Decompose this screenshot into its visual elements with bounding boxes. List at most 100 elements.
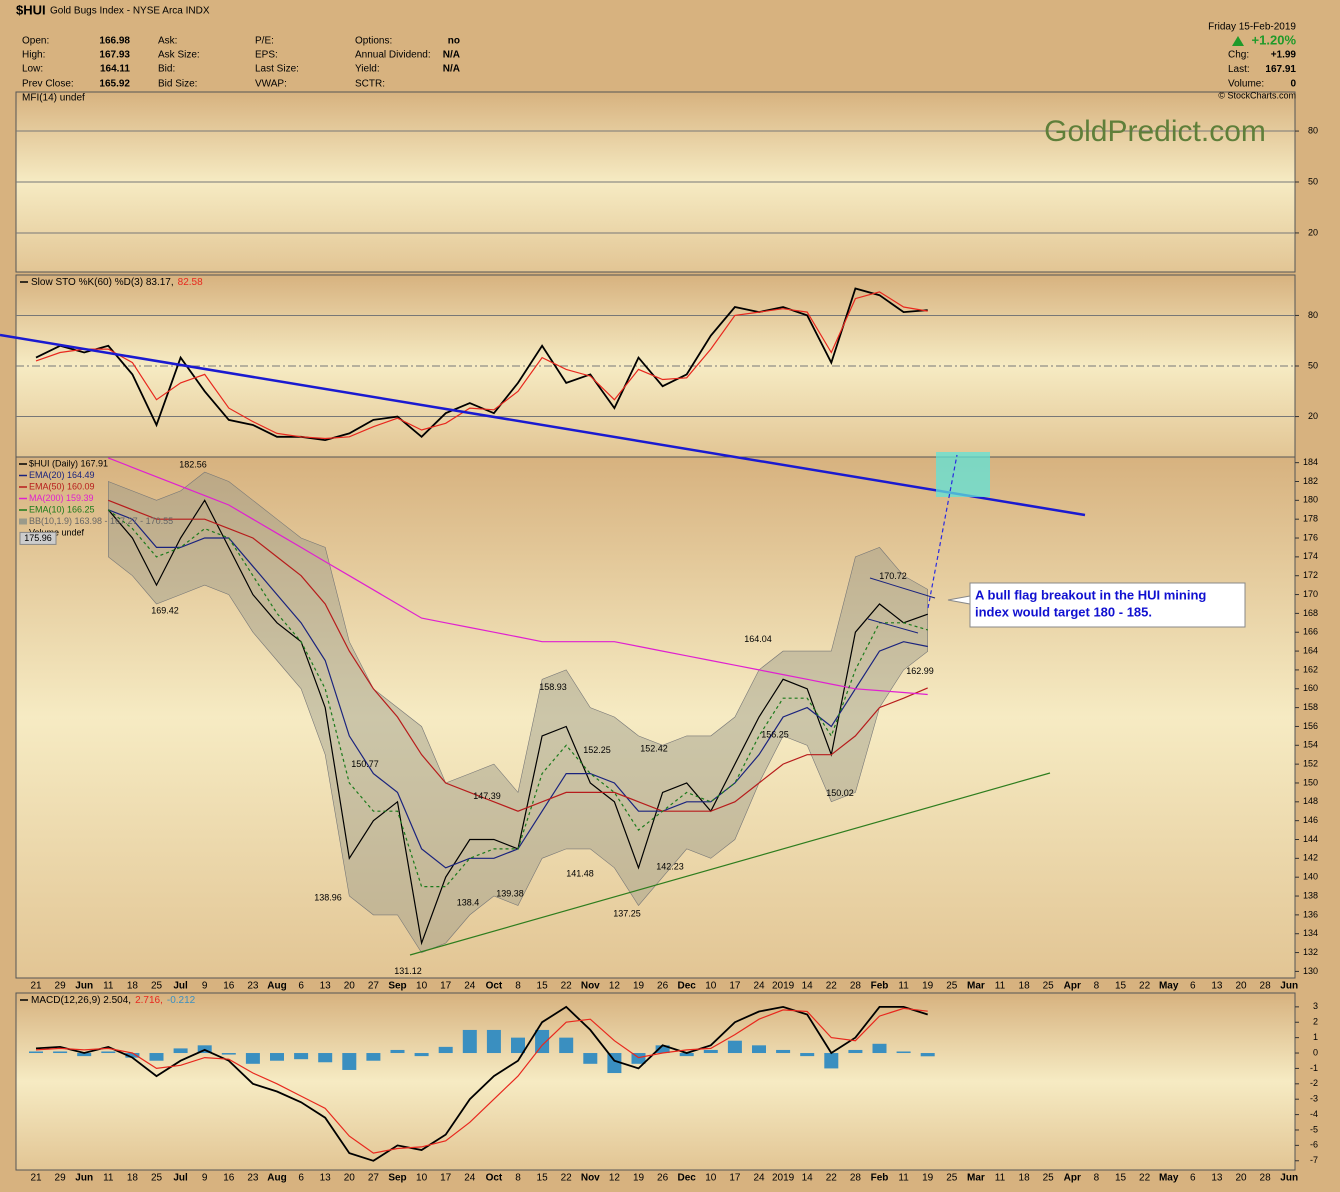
x-tick-label: Jul <box>173 1173 188 1184</box>
x-tick-label: 8 <box>515 981 521 992</box>
x-tick-label: 11 <box>995 1173 1006 1184</box>
histogram-bar <box>752 1045 766 1054</box>
price-label: 142.23 <box>656 862 684 872</box>
projection-line <box>927 454 958 609</box>
x-tick-label: Feb <box>871 1173 889 1184</box>
histogram-bar <box>511 1037 525 1054</box>
x-tick-label: 28 <box>850 1173 862 1184</box>
x-tick-label: 18 <box>1019 981 1031 992</box>
panels: Open: 166.98 High: 167.93 Low: 164.11 Prev Clo… <box>15 36 1318 1184</box>
x-tick-label: 24 <box>464 981 476 992</box>
x-tick-label: 20 <box>1235 981 1247 992</box>
legend-entry: BB(10,1.9) 163.98 - 167.27 - 170.55 <box>29 516 173 526</box>
x-tick-label: 29 <box>55 981 67 992</box>
histogram-bar <box>294 1053 309 1060</box>
histogram-bar <box>727 1040 742 1054</box>
legend-entry: Volume undef <box>29 527 85 537</box>
quote-value: 165.92 <box>99 79 130 90</box>
price-label: 137.25 <box>613 908 641 918</box>
x-tick-label: 21 <box>30 1173 42 1184</box>
up-arrow <box>1232 36 1244 46</box>
x-tick-label: 17 <box>440 981 452 992</box>
x-tick-label: Jun <box>75 1173 93 1184</box>
y-tick-label: 50 <box>1308 176 1318 186</box>
panel-title: MFI(14) undef <box>22 93 85 104</box>
quote-label: Last: <box>1228 64 1250 75</box>
x-tick-label: 15 <box>537 1173 549 1184</box>
x-tick-label: 12 <box>609 981 621 992</box>
x-tick-label: Aug <box>267 1173 286 1184</box>
histogram-bar <box>390 1049 405 1054</box>
quote-value: N/A <box>443 50 460 61</box>
quote-label: Last Size: <box>255 64 299 75</box>
y-tick-label: 2 <box>1313 1017 1318 1027</box>
y-tick-label: 164 <box>1303 645 1318 655</box>
x-tick-label: 19 <box>633 1173 645 1184</box>
x-tick-label: 26 <box>657 1173 669 1184</box>
histogram-bar <box>486 1029 501 1054</box>
legend-entry: EMA(20) 164.49 <box>29 470 95 480</box>
x-tick-label: 24 <box>753 981 765 992</box>
histogram-bar <box>583 1053 598 1064</box>
y-tick-label: 140 <box>1303 872 1318 882</box>
histogram-bar <box>607 1053 622 1074</box>
y-tick-label: 138 <box>1303 890 1318 900</box>
legend-entry: $HUI (Daily) 167.91 <box>29 458 108 468</box>
quote-value: 167.91 <box>1265 64 1296 75</box>
panel-background <box>15 274 1296 458</box>
quote-label: High: <box>22 50 45 61</box>
quote-label: SCTR: <box>355 79 385 90</box>
x-tick-label: 25 <box>151 981 163 992</box>
y-tick-label: 152 <box>1303 759 1318 769</box>
x-tick-label: Oct <box>486 981 503 992</box>
price-label: 162.99 <box>906 666 934 676</box>
annotations: A bull flag breakout in the HUI mining i… <box>0 333 1246 956</box>
y-tick-label: 166 <box>1303 627 1318 637</box>
quote-value: 0 <box>1290 79 1296 90</box>
quote-label: Bid Size: <box>158 79 197 90</box>
y-tick-label: 134 <box>1303 928 1318 938</box>
quote-label: VWAP: <box>255 79 287 90</box>
y-tick-label: 178 <box>1303 514 1318 524</box>
symbol: $HUI <box>16 2 46 17</box>
x-tick-label: 8 <box>515 1173 521 1184</box>
quote-value: 164.11 <box>100 64 130 75</box>
x-tick-label: 19 <box>922 1173 934 1184</box>
price-label: 164.04 <box>744 634 772 644</box>
quote-label: Bid: <box>158 64 175 75</box>
histogram-bar <box>535 1029 550 1054</box>
quote-label: EPS: <box>255 50 278 61</box>
x-tick-label: 25 <box>1043 981 1055 992</box>
price-label: 147.39 <box>473 791 501 801</box>
copyright: © StockCharts.com <box>1218 90 1296 100</box>
y-tick-label: -5 <box>1310 1124 1318 1134</box>
y-tick-label: -2 <box>1310 1078 1318 1088</box>
histogram-bar <box>221 1053 236 1055</box>
histogram-bar <box>631 1053 646 1064</box>
histogram-bar <box>438 1046 453 1054</box>
index-name: Gold Bugs Index - NYSE Arca INDX <box>50 6 210 17</box>
histogram-bar <box>173 1048 188 1054</box>
y-tick-label: 184 <box>1303 457 1318 467</box>
y-tick-label: 1 <box>1313 1032 1318 1042</box>
x-tick-label: 26 <box>657 981 669 992</box>
x-tick-label: May <box>1159 1173 1179 1184</box>
x-tick-label: 28 <box>1260 1173 1272 1184</box>
histogram-bar <box>848 1049 863 1054</box>
x-tick-label: Jun <box>1280 1173 1298 1184</box>
y-tick-label: 154 <box>1303 740 1318 750</box>
x-tick-label: Mar <box>967 981 985 992</box>
x-tick-label: 13 <box>1211 1173 1223 1184</box>
x-tick-label: Jul <box>173 981 188 992</box>
y-tick-label: 150 <box>1303 777 1318 787</box>
x-tick-label: 24 <box>753 1173 765 1184</box>
y-tick-label: 50 <box>1308 360 1318 370</box>
legend-entry: MACD(12,26,9) 2.504, <box>31 995 131 1006</box>
x-tick-label: Dec <box>678 1173 697 1184</box>
y-tick-label: 174 <box>1303 551 1318 561</box>
series-line <box>108 457 928 696</box>
x-tick-label: 14 <box>802 1173 814 1184</box>
y-tick-label: -4 <box>1310 1109 1318 1119</box>
legend-entry: 82.58 <box>178 277 203 288</box>
